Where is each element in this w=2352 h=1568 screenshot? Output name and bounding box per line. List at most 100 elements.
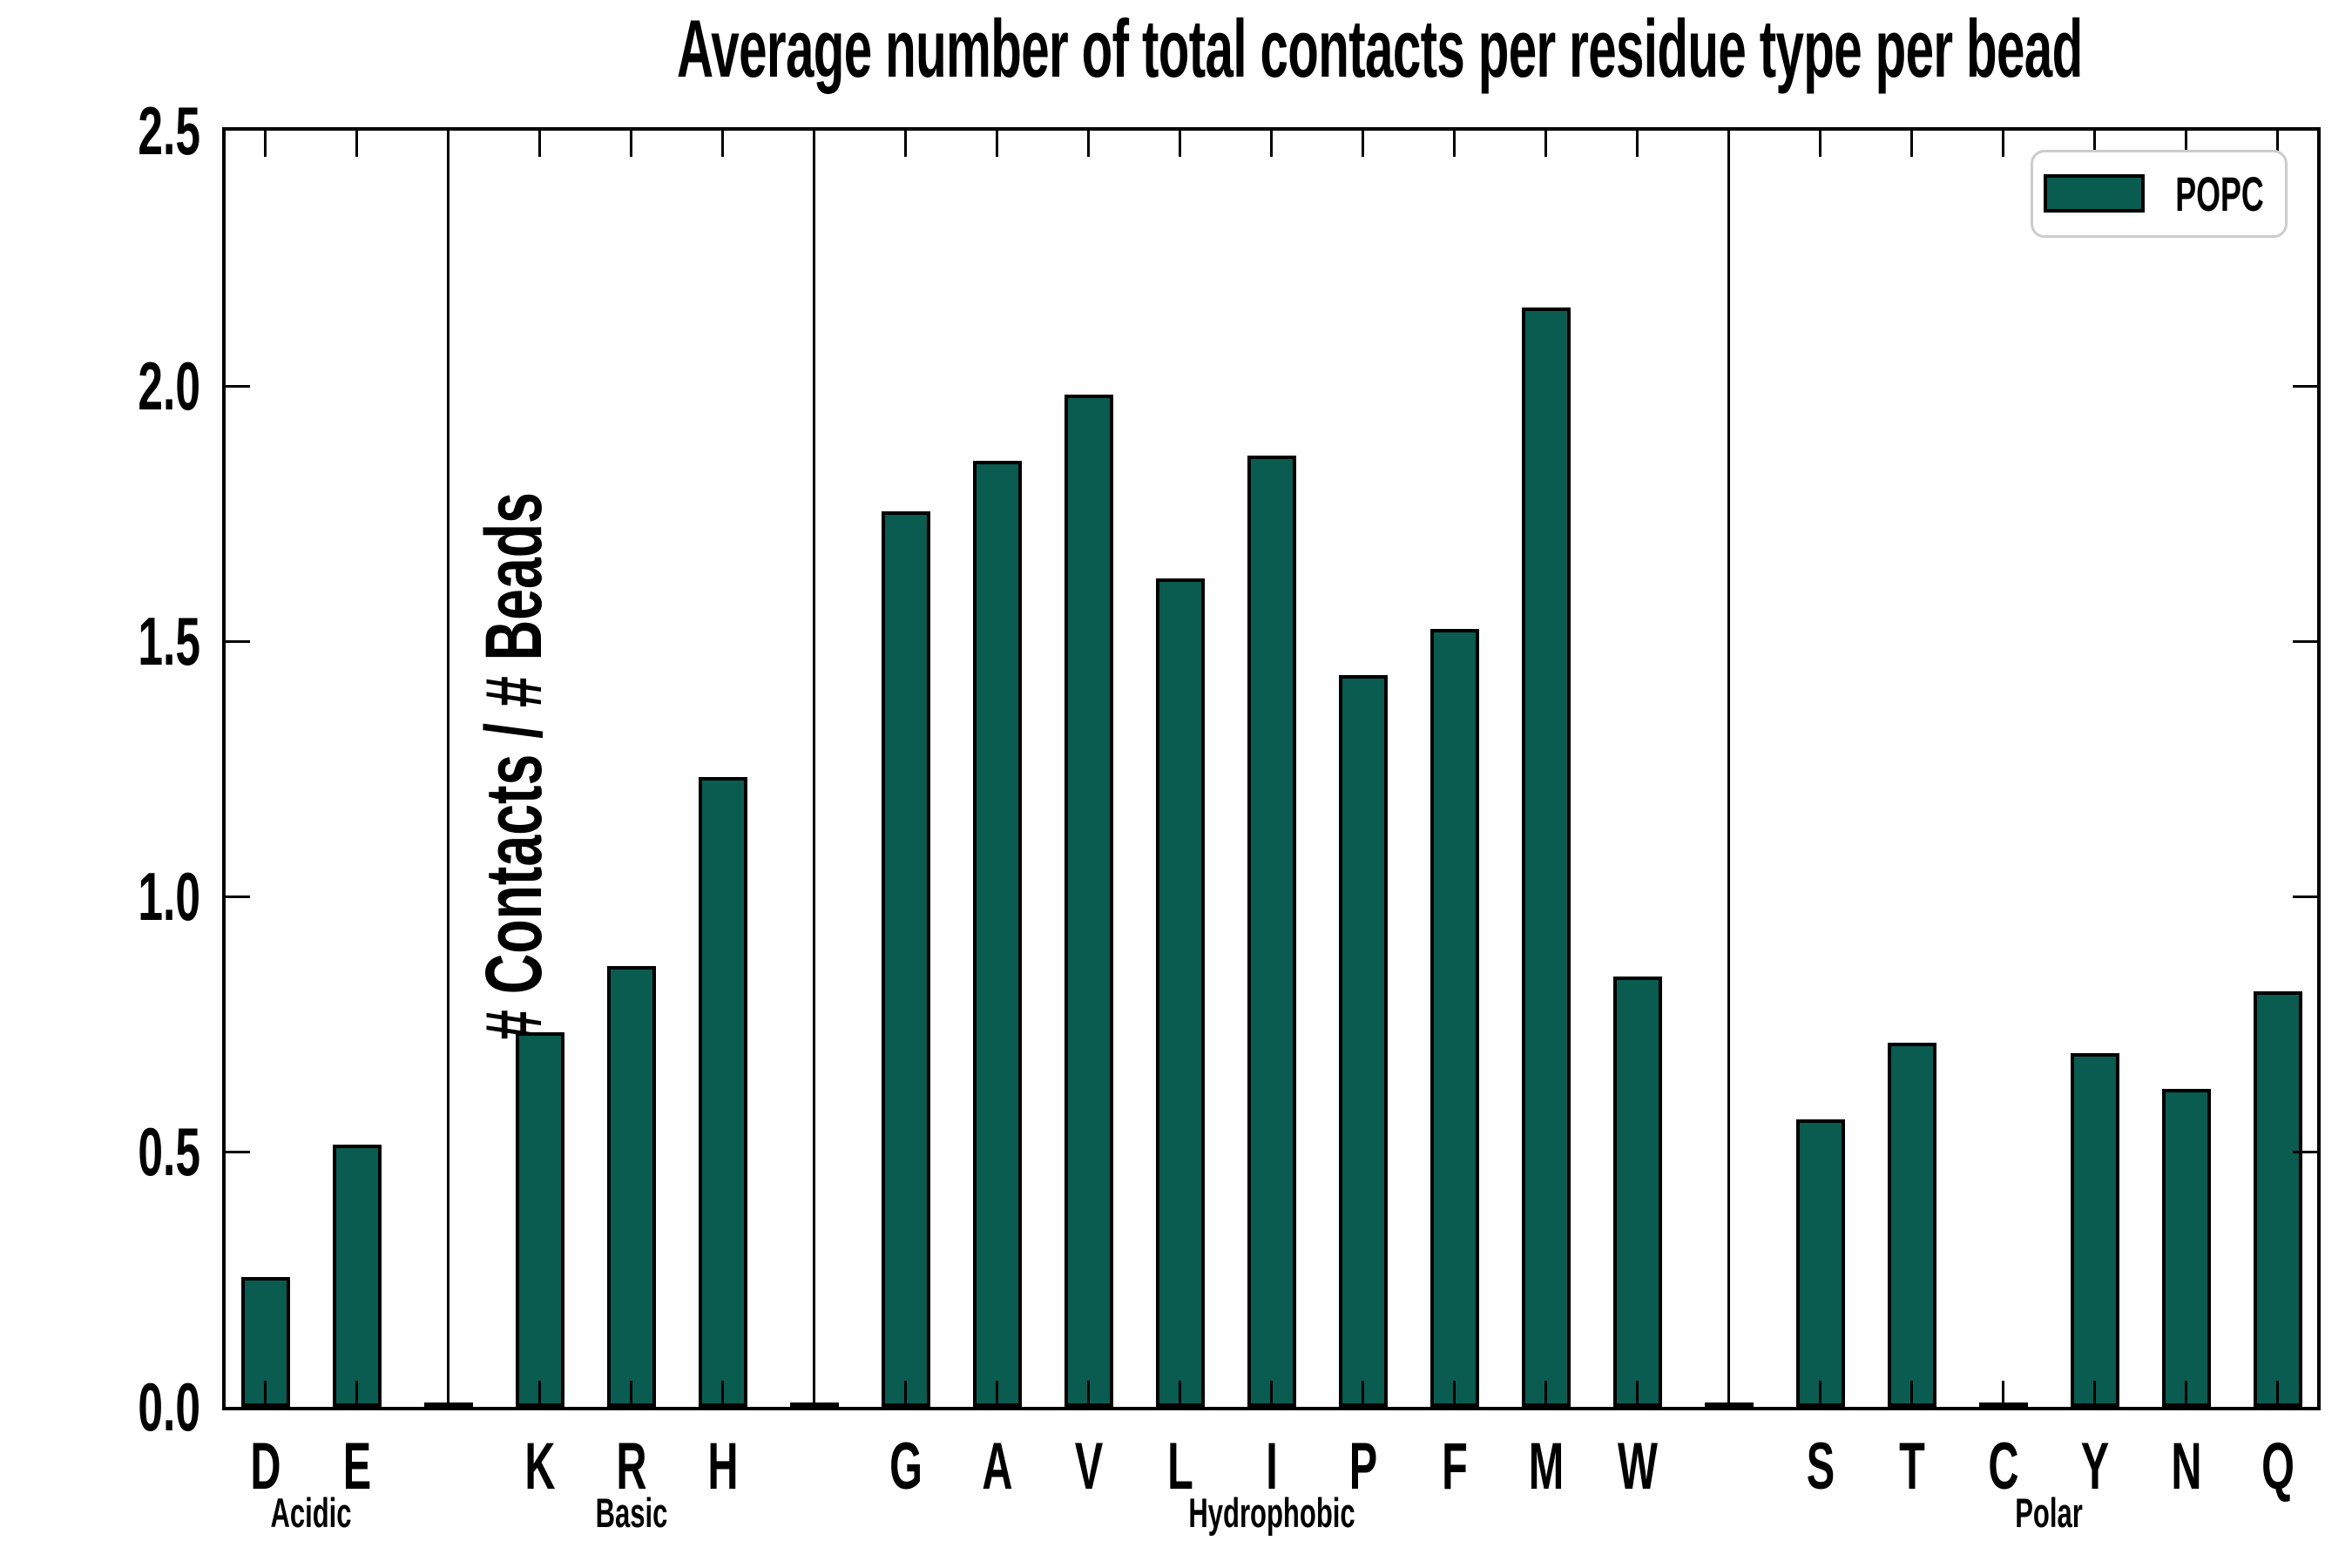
bar-F (1429, 629, 1479, 1407)
bar-Y (2070, 1053, 2119, 1407)
y-tick-label-1.0: 1.0 (138, 858, 200, 935)
x-tick-top (996, 131, 998, 157)
x-tick-label-Y: Y (2080, 1429, 2109, 1504)
y-tick-label-0.0: 0.0 (138, 1369, 200, 1445)
x-tick-bottom (1453, 1381, 1456, 1407)
y-tick-left (226, 1150, 250, 1153)
x-tick-top (1087, 131, 1090, 157)
x-tick-top (1727, 131, 1730, 157)
x-tick-bottom (538, 1381, 541, 1407)
x-tick-bottom (1179, 1381, 1181, 1407)
chart-title: Average number of total contacts per res… (677, 3, 2083, 94)
y-tick-label-0.5: 0.5 (138, 1113, 200, 1190)
x-tick-bottom (1727, 1381, 1730, 1407)
y-tick-right (2293, 895, 2317, 898)
x-tick-label-H: H (706, 1429, 739, 1504)
x-tick-bottom (1636, 1381, 1639, 1407)
y-tick-label-2.0: 2.0 (138, 348, 200, 424)
x-tick-label-T: T (1898, 1429, 1925, 1504)
x-tick-bottom (2185, 1381, 2187, 1407)
bar-P (1338, 675, 1388, 1407)
bar-E (332, 1145, 382, 1407)
bar-Q (2253, 991, 2302, 1407)
group-divider (813, 131, 815, 1407)
x-tick-top (1636, 131, 1639, 157)
x-tick-top (1453, 131, 1456, 157)
x-tick-top (2002, 131, 2004, 157)
group-divider (447, 131, 449, 1407)
bar-S (1795, 1119, 1845, 1407)
bar-N (2161, 1089, 2211, 1407)
x-tick-label-W: W (1617, 1429, 1658, 1504)
x-tick-label-A: A (981, 1429, 1013, 1504)
x-tick-label-S: S (1806, 1429, 1835, 1504)
x-tick-bottom (1544, 1381, 1547, 1407)
x-tick-top (1179, 131, 1181, 157)
x-tick-bottom (447, 1381, 449, 1407)
x-tick-top (538, 131, 541, 157)
x-tick-bottom (2093, 1381, 2096, 1407)
x-tick-bottom (813, 1381, 815, 1407)
y-tick-label-1.5: 1.5 (138, 603, 200, 679)
x-tick-label-E: E (342, 1429, 371, 1504)
group-divider (1727, 131, 1730, 1407)
x-tick-label-C: C (1987, 1429, 2019, 1504)
bar-G (881, 511, 930, 1407)
group-label-hydrophobic: Hydrophobic (1187, 1490, 1355, 1536)
x-tick-label-Q: Q (2261, 1429, 2295, 1504)
x-tick-label-F: F (1441, 1429, 1468, 1504)
x-tick-bottom (264, 1381, 267, 1407)
x-tick-top (630, 131, 632, 157)
x-tick-top (2185, 131, 2187, 157)
x-tick-bottom (1819, 1381, 1821, 1407)
bar-W (1612, 977, 1662, 1407)
x-tick-top (904, 131, 907, 157)
bar-T (1887, 1043, 1936, 1407)
y-tick-right (2293, 384, 2317, 388)
x-tick-top (1819, 131, 1821, 157)
x-tick-top (721, 131, 724, 157)
plot-area (222, 127, 2321, 1410)
bar-A (972, 461, 1022, 1407)
x-tick-bottom (1270, 1381, 1273, 1407)
x-tick-top (1270, 131, 1273, 157)
x-tick-bottom (721, 1381, 724, 1407)
y-tick-right (2293, 1150, 2317, 1153)
x-tick-top (1544, 131, 1547, 157)
x-tick-top (2276, 131, 2279, 157)
x-tick-label-D: D (249, 1429, 281, 1504)
bar-V (1064, 395, 1113, 1407)
x-tick-label-I: I (1265, 1429, 1278, 1504)
x-tick-label-L: L (1166, 1429, 1193, 1504)
x-tick-bottom (1910, 1381, 1913, 1407)
group-label-polar: Polar (2015, 1490, 2083, 1536)
x-tick-top (264, 131, 267, 157)
bar-I (1247, 456, 1296, 1407)
x-tick-bottom (1087, 1381, 1090, 1407)
x-tick-top (813, 131, 815, 157)
legend-swatch-popc (2044, 174, 2145, 213)
bar-R (606, 966, 656, 1407)
x-tick-label-K: K (524, 1429, 556, 1504)
x-tick-top (355, 131, 358, 157)
x-tick-bottom (996, 1381, 998, 1407)
bar-L (1155, 578, 1205, 1407)
y-tick-left (226, 895, 250, 898)
x-tick-bottom (355, 1381, 358, 1407)
x-tick-label-G: G (889, 1429, 923, 1504)
group-label-acidic: Acidic (270, 1490, 352, 1536)
legend-box: POPC (2031, 150, 2288, 238)
x-tick-top (2093, 131, 2096, 157)
x-tick-label-N: N (2170, 1429, 2202, 1504)
x-tick-bottom (2276, 1381, 2279, 1407)
x-tick-label-M: M (1528, 1429, 1564, 1504)
x-tick-top (1362, 131, 1364, 157)
bar-H (698, 777, 747, 1407)
x-tick-bottom (2002, 1381, 2004, 1407)
legend-label: POPC (2175, 166, 2264, 221)
x-tick-bottom (1362, 1381, 1364, 1407)
y-tick-left (226, 639, 250, 643)
x-tick-top (447, 131, 449, 157)
x-tick-bottom (630, 1381, 632, 1407)
